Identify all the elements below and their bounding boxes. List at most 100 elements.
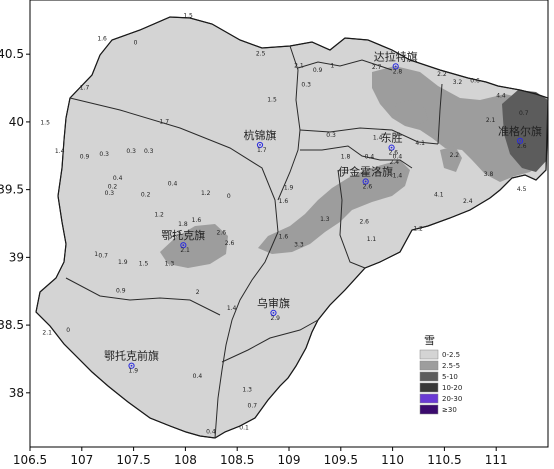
station-value: 0 [66, 327, 70, 334]
station-circle-icon [128, 362, 135, 369]
county-seat: 伊金霍洛旗 2.6 [338, 165, 393, 191]
station-dot-icon [519, 139, 521, 142]
county-seat-value: 2.1 [180, 247, 190, 254]
station-circle-icon [516, 137, 524, 144]
station-value: 1.5 [40, 120, 50, 127]
station-value: 1.6 [279, 198, 289, 205]
snow-zone-2.5-5-east [440, 146, 462, 172]
station-value: 1.2 [154, 212, 164, 219]
station-value: 1.7 [80, 84, 90, 91]
station-value: 2.2 [450, 152, 460, 159]
county-seat-name: 乌审旗 [257, 296, 290, 310]
station-value: 1.2 [201, 190, 211, 197]
station-dot-icon [394, 65, 397, 68]
county-seat-value: 2.8 [393, 68, 403, 75]
legend-label: 20-30 [442, 395, 462, 403]
y-tick-label: 40.5 [0, 47, 24, 61]
station-dot-icon [182, 244, 185, 247]
legend-swatch [419, 360, 439, 371]
station-value: 0.3 [144, 148, 154, 155]
station-value: 0.2 [108, 183, 118, 190]
x-tick-label: 109 [278, 453, 301, 467]
y-tick-label: 39 [9, 250, 24, 264]
county-seat-name: 鄂托克前旗 [104, 349, 159, 363]
station-value: 1 [330, 63, 334, 70]
station-circle-icon [180, 242, 187, 249]
snow-zone-2.5-5-north [372, 66, 546, 182]
x-tick-label: 111 [485, 453, 508, 467]
county-seat-name: 东胜 [381, 131, 403, 145]
station-value: 0.9 [116, 288, 126, 295]
county-seat: 鄂托克旗 2.1 [161, 228, 205, 254]
station-value: 1.4 [227, 305, 237, 312]
station-value: 1.5 [139, 260, 149, 267]
y-tick-label: 39.5 [0, 183, 24, 197]
legend-label: 2.5-5 [442, 362, 460, 370]
axis-ticks-layer: 106.5 107 107.5 108 108.5 109 109.5 110 110.5 111… [0, 47, 508, 467]
station-values-layer: 1.5 1.6 0 2.5 1.7 1.5 1.5 1.7 0.9 1.4 0.3 0.3 0.3 2.1… [40, 13, 528, 436]
legend-label: 0-2.5 [442, 351, 460, 359]
station-dot-icon [390, 146, 393, 149]
station-value: 1.3 [165, 260, 175, 267]
station-value: 2.5 [256, 51, 266, 58]
station-value: 0.4 [206, 428, 216, 435]
station-value: 1.7 [160, 118, 170, 125]
station-value: 1.3 [320, 216, 330, 223]
station-value: 0.7 [519, 110, 529, 117]
station-value: 0.1 [239, 424, 249, 431]
station-value: 0.3 [99, 151, 109, 158]
station-value: 1.4 [373, 135, 383, 142]
county-seats-layer: 达拉特旗 2.8 东胜 2.6 准格尔旗 2.6 杭锦旗 1.7 伊金霍洛旗 2.6 鄂托克旗 2.1… [104, 49, 542, 374]
station-dot-icon [259, 144, 261, 146]
snow-zone-2.5-5-central [258, 160, 410, 254]
station-value: 4.4 [496, 93, 506, 100]
station-value: 0.4 [113, 175, 123, 182]
station-value: 2.7 [372, 64, 382, 71]
station-value: 2.7 [172, 232, 182, 239]
station-value: 1.4 [393, 172, 403, 179]
station-value: 2.4 [389, 159, 399, 166]
x-tick-label: 110.5 [427, 453, 461, 467]
station-value: 3.8 [484, 171, 494, 178]
station-value: 1 [94, 251, 98, 258]
station-value: 0.9 [80, 153, 90, 160]
station-value: 0.3 [126, 148, 136, 155]
station-value: 1.5 [267, 97, 277, 104]
station-value: 1.5 [183, 13, 193, 20]
county-seat-name: 伊金霍洛旗 [338, 165, 393, 179]
station-value: 2.6 [359, 219, 369, 226]
station-value: 1.2 [413, 225, 423, 232]
station-value: 4.5 [517, 186, 527, 193]
legend-swatch [419, 382, 439, 393]
station-value: 0.9 [313, 67, 323, 74]
station-value: 0 [227, 193, 231, 200]
station-value: 0.4 [365, 153, 375, 160]
station-value: 1.9 [284, 185, 294, 192]
station-value: 1.6 [279, 233, 289, 240]
station-value: 2.1 [486, 117, 496, 124]
station-value: 3.2 [453, 79, 463, 86]
station-circle-icon [362, 178, 369, 185]
county-seat: 杭锦旗 1.7 [243, 128, 276, 154]
station-value: 1.8 [178, 221, 188, 228]
county-seat-name: 准格尔旗 [498, 124, 542, 138]
county-seat-name: 杭锦旗 [243, 128, 276, 142]
county-seat: 鄂托克前旗 1.9 [104, 349, 159, 375]
y-tick-label: 38.5 [0, 318, 24, 332]
y-tick-label: 38 [9, 386, 24, 400]
legend-label: 10-20 [442, 384, 462, 392]
station-value: 0.2 [141, 191, 151, 198]
station-circle-icon [270, 309, 277, 316]
x-tick-label: 108.5 [220, 453, 254, 467]
station-value: 2.6 [216, 229, 226, 236]
station-value: 0.6 [470, 78, 480, 85]
station-value: 4.1 [434, 191, 444, 198]
station-value: 0.4 [168, 181, 178, 188]
station-value: 0.3 [301, 82, 311, 89]
station-value: 0.3 [326, 132, 336, 139]
station-dot-icon [272, 312, 275, 314]
station-value: 1.6 [192, 217, 202, 224]
county-seat: 乌审旗 2.9 [257, 296, 290, 322]
station-circle-icon [392, 63, 399, 70]
